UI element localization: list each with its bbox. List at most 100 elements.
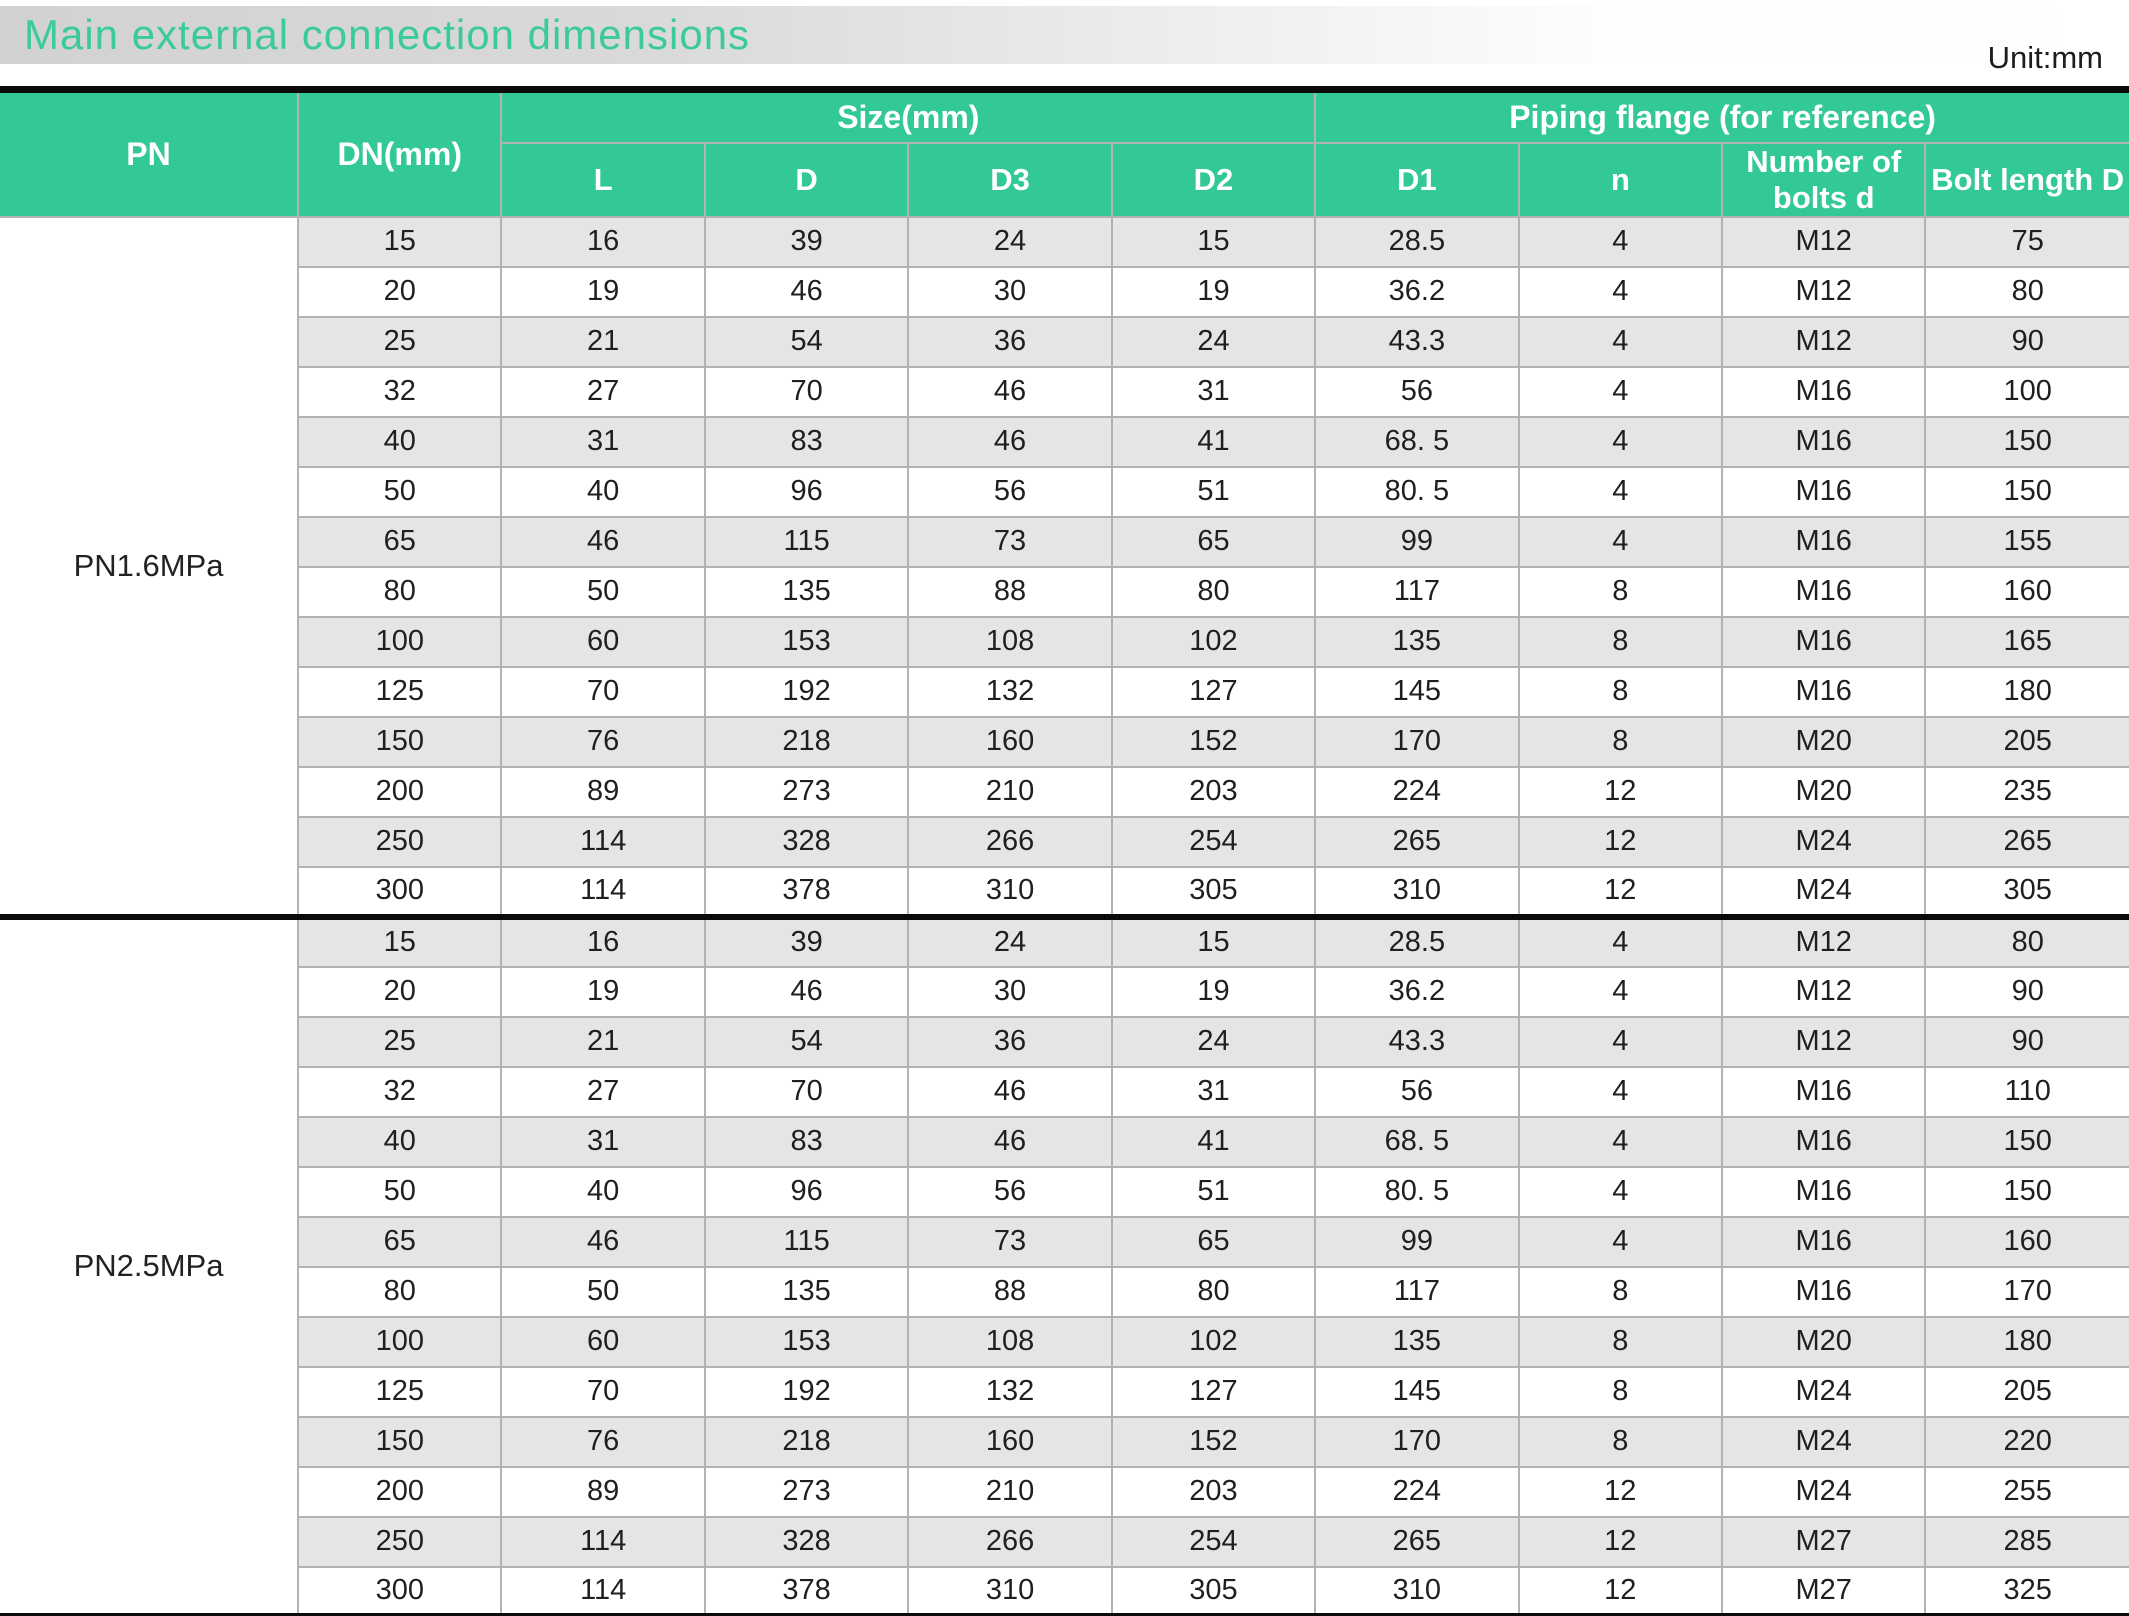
table-cell: 224 (1314, 1465, 1520, 1518)
table-cell: 135 (703, 1265, 910, 1318)
table-cell: 39 (703, 913, 910, 968)
table-cell: 46 (500, 1215, 706, 1268)
table-cell: 12 (1517, 815, 1724, 868)
header-col-d1: D1 (1314, 141, 1520, 218)
page-title: Main external connection dimensions (24, 11, 751, 58)
table-cell: 65 (1110, 1215, 1317, 1268)
table-cell: 31 (500, 1115, 706, 1168)
table-cell: 305 (1110, 865, 1317, 918)
table-cell: 328 (703, 1515, 910, 1568)
table-cell: 16 (500, 215, 706, 268)
table-row: 125 70 192 132 127 145 8 M16 180 (0, 665, 2129, 718)
table-row: 32 27 70 46 31 56 4 M16 100 (0, 365, 2129, 418)
table-cell: 305 (1924, 865, 2129, 918)
table-cell: 150 (1924, 415, 2129, 468)
table-cell: M24 (1720, 815, 1927, 868)
table-cell: M16 (1720, 665, 1927, 718)
table-cell: 50 (500, 565, 706, 618)
table-cell: 108 (907, 1315, 1113, 1368)
table-cell: 99 (1314, 515, 1520, 568)
table-cell: 310 (1314, 865, 1520, 918)
table-cell: 153 (703, 1315, 910, 1368)
table-cell: 46 (703, 265, 910, 318)
table-cell: 39 (703, 215, 910, 268)
table-cell: 40 (500, 465, 706, 518)
table-cell: 115 (703, 515, 910, 568)
table-cell: M16 (1720, 565, 1927, 618)
table-cell: 266 (907, 815, 1113, 868)
table-cell: 153 (703, 615, 910, 668)
table-cell: 310 (907, 1565, 1113, 1616)
table-cell: 4 (1517, 315, 1724, 368)
table-cell: 155 (1924, 515, 2129, 568)
table-row: 32 27 70 46 31 56 4 M16 110 (0, 1065, 2129, 1118)
table-cell: 378 (703, 1565, 910, 1616)
table-cell: M27 (1720, 1515, 1927, 1568)
table-cell: 15 (297, 215, 503, 268)
table-cell: 165 (1924, 615, 2129, 668)
table-cell: 12 (1517, 1565, 1724, 1616)
table-cell: 152 (1110, 1415, 1317, 1468)
table-cell: 12 (1517, 765, 1724, 818)
table-cell: M12 (1720, 315, 1927, 368)
table-cell: 100 (1924, 365, 2129, 418)
table-cell: 60 (500, 615, 706, 668)
table-cell: 254 (1110, 1515, 1317, 1568)
table-cell: 160 (1924, 565, 2129, 618)
header-col-d2: D2 (1110, 141, 1317, 218)
table-row: 25 21 54 36 24 43.3 4 M12 90 (0, 1015, 2129, 1068)
table-cell: 125 (298, 665, 503, 718)
table-cell: 51 (1110, 465, 1317, 518)
table-cell: 200 (298, 765, 503, 818)
table-cell: M12 (1720, 913, 1927, 968)
table-cell: 36.2 (1314, 265, 1520, 318)
table-cell: M24 (1720, 1465, 1927, 1518)
table-cell: 4 (1517, 1215, 1724, 1268)
table-cell: 150 (1924, 465, 2129, 518)
title-bar: Main external connection dimensions (0, 6, 2129, 64)
table-cell: 30 (907, 965, 1113, 1018)
table-cell: 135 (1314, 1315, 1520, 1368)
table-cell: 31 (1110, 1065, 1317, 1118)
table-cell: 70 (703, 1065, 910, 1118)
table-cell: 8 (1517, 615, 1724, 668)
table-cell: 203 (1110, 1465, 1317, 1518)
table-row: 65 46 115 73 65 99 4 M16 160 (0, 1215, 2129, 1268)
table-cell: 127 (1110, 1365, 1317, 1418)
table-cell: 31 (500, 415, 706, 468)
table-cell: 83 (703, 415, 910, 468)
table-cell: 255 (1924, 1465, 2129, 1518)
table-cell: 115 (703, 1215, 910, 1268)
table-row: 50 40 96 56 51 80. 5 4 M16 150 (0, 1165, 2129, 1218)
table-cell: 300 (298, 1565, 503, 1616)
table-cell: 46 (500, 515, 706, 568)
table-cell: 80 (298, 1265, 503, 1318)
table-cell: 60 (500, 1315, 706, 1368)
table-cell: 300 (298, 865, 503, 918)
header-pn: PN (0, 88, 300, 218)
table-cell: 4 (1517, 1065, 1724, 1118)
table-cell: 80. 5 (1314, 465, 1520, 518)
table-cell: 266 (907, 1515, 1113, 1568)
table-cell: 32 (298, 1065, 503, 1118)
table-cell: 46 (703, 965, 910, 1018)
table-cell: M16 (1720, 615, 1927, 668)
table-cell: 20 (298, 965, 503, 1018)
table-cell: 43.3 (1314, 1015, 1520, 1068)
table-cell: 224 (1314, 765, 1520, 818)
pn-group-label: PN2.5MPa (0, 913, 300, 1616)
table-cell: 24 (907, 913, 1113, 968)
table-row: 150 76 218 160 152 170 8 M20 205 (0, 715, 2129, 768)
table-cell: 180 (1924, 665, 2129, 718)
table-cell: 80 (1924, 265, 2129, 318)
table-cell: 96 (703, 465, 910, 518)
table-cell: 8 (1517, 1265, 1724, 1318)
table-cell: M20 (1720, 715, 1927, 768)
table-cell: 200 (298, 1465, 503, 1518)
table-cell: 265 (1924, 815, 2129, 868)
table-cell: 100 (298, 615, 503, 668)
table-cell: 150 (298, 715, 503, 768)
table-cell: 114 (500, 815, 706, 868)
table-row: 200 89 273 210 203 224 12 M20 235 (0, 765, 2129, 818)
header-col-d: D (703, 141, 910, 218)
